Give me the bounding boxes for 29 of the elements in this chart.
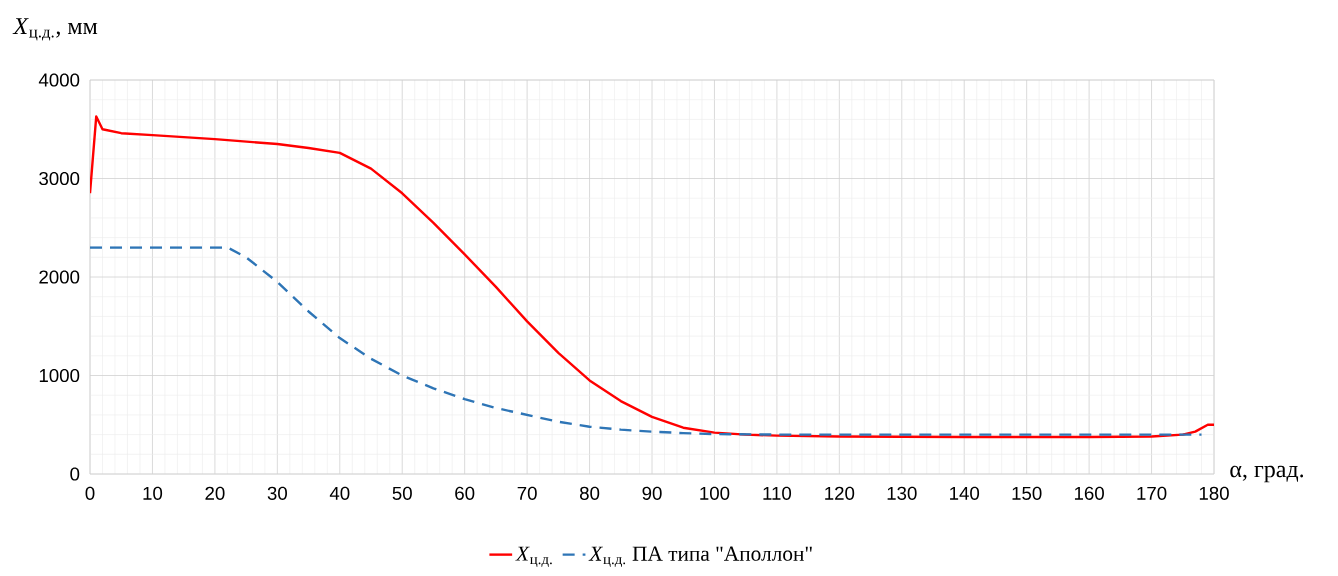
legend-label: X$_{ц.д.}$ ПА типа "Аполлон" — [588, 546, 812, 568]
x-tick-label: 90 — [642, 486, 662, 500]
y-tick-label: 4000 — [38, 73, 80, 87]
x-axis-title: α, град. — [1230, 465, 1304, 483]
y-tick-label: 3000 — [39, 171, 80, 186]
x-tick-label: 140 — [950, 486, 980, 500]
y-tick-label: 1000 — [39, 368, 80, 383]
x-tick-label: 10 — [143, 486, 163, 500]
x-tick-label: 180 — [1199, 486, 1229, 500]
x-tick-label: 170 — [1137, 486, 1167, 500]
x-tick-label: 50 — [392, 486, 412, 500]
x-tick-label: 150 — [1012, 486, 1042, 500]
line-series — [90, 115, 1215, 439]
x-tick-label: 100 — [700, 486, 730, 500]
y-axis-title: X$_{ц.д.}$, мм — [12, 18, 98, 41]
x-tick-label: 110 — [763, 486, 792, 500]
x-tick-label: 0 — [85, 486, 95, 500]
x-tick-label: 70 — [517, 486, 537, 500]
x-tick-label: 130 — [887, 486, 917, 500]
x-tick-label: 80 — [580, 486, 600, 500]
x-tick-label: 60 — [455, 486, 475, 500]
x-tick-label: 30 — [267, 486, 287, 500]
x-tick-label: 40 — [329, 486, 350, 500]
x-tick-label: 20 — [205, 486, 225, 500]
legend-label: X$_{ц.д.}$ — [515, 546, 552, 567]
x-tick-label: 160 — [1074, 486, 1104, 500]
y-tick-label: 2000 — [39, 270, 80, 284]
y-tick-label: 0 — [70, 467, 80, 481]
x-tick-label: 120 — [825, 486, 855, 500]
